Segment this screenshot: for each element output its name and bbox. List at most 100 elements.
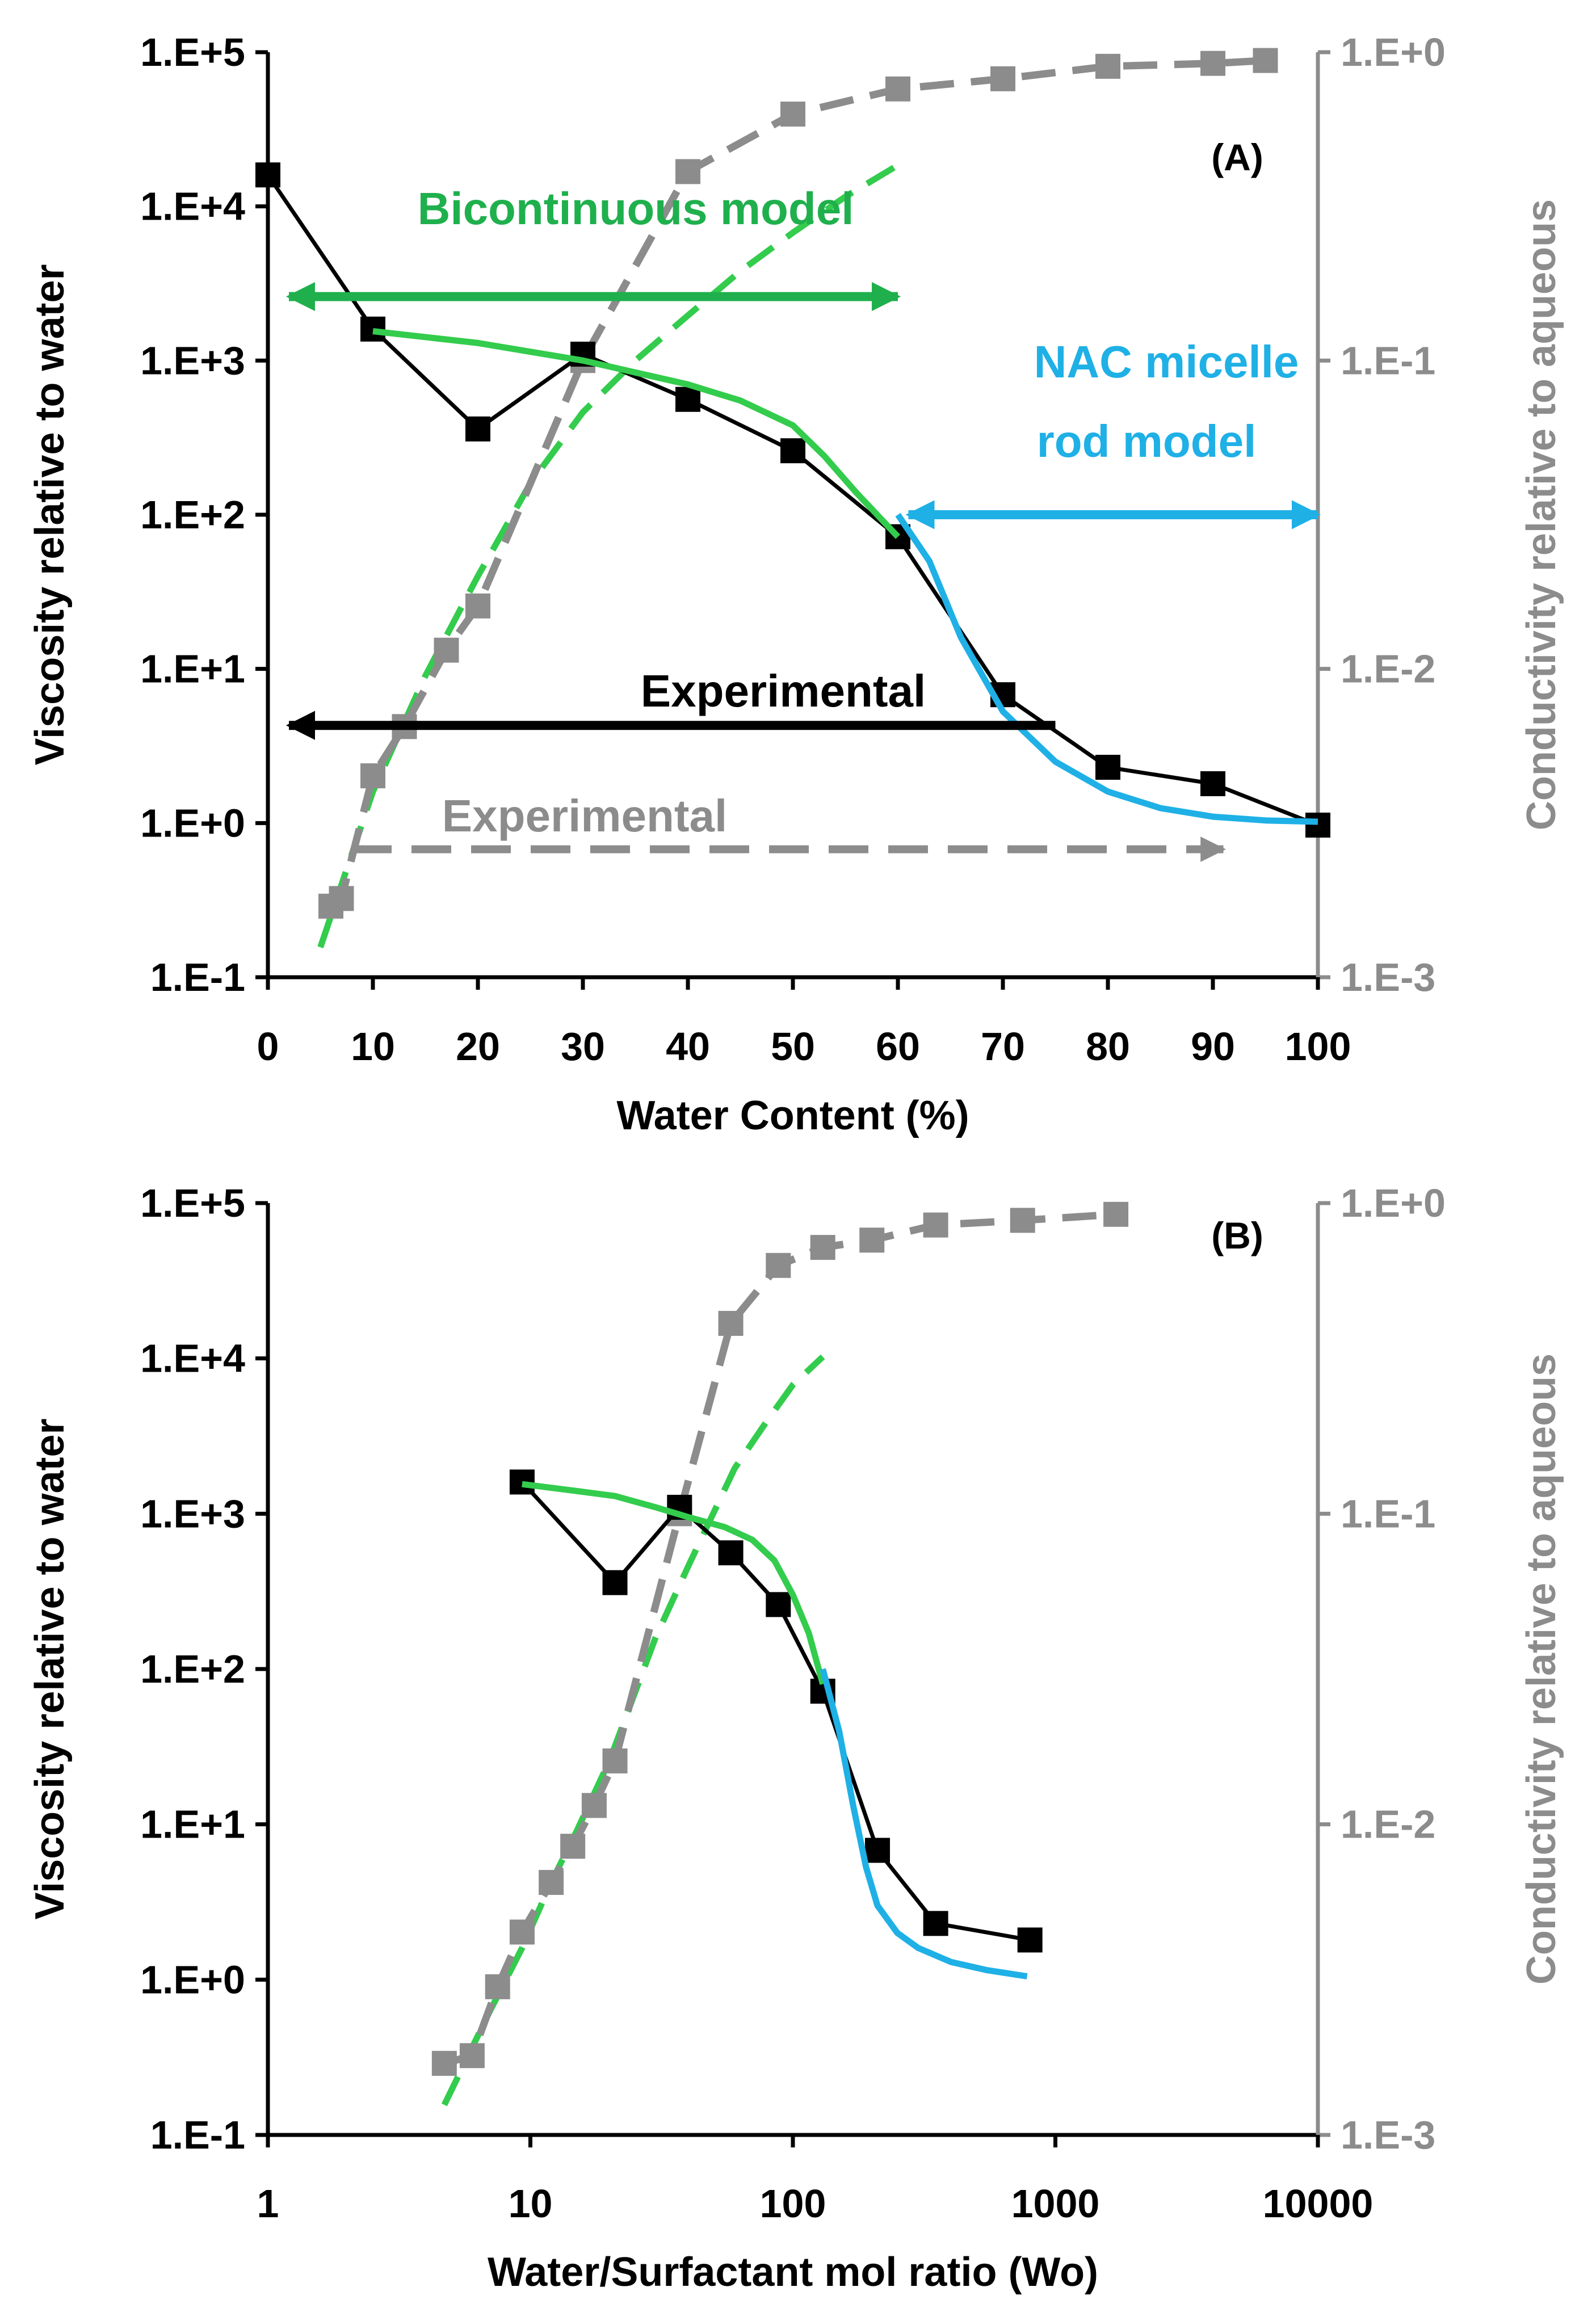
- y-axis-label: Viscosity relative to water: [27, 264, 73, 765]
- conductivity_exp-point: [885, 76, 910, 102]
- y-axis-label: Viscosity relative to water: [27, 1418, 73, 1919]
- y2-tick-label: 1.E-3: [1341, 955, 1435, 999]
- conductivity_exp-point: [675, 159, 700, 184]
- x-tick-label: 10000: [1263, 2181, 1374, 2226]
- y2-tick-label: 1.E-2: [1341, 647, 1435, 691]
- y-tick-label: 1.E+4: [140, 184, 245, 229]
- viscosity_exp-point: [675, 386, 700, 412]
- conductivity_exp-point: [1103, 1201, 1129, 1227]
- annotation-label: Bicontinuous model: [418, 183, 854, 234]
- conductivity_exp-point: [718, 1310, 744, 1336]
- y-tick-label: 1.E+5: [140, 30, 245, 74]
- y-tick-label: 1.E-1: [150, 2113, 245, 2157]
- x-axis-label: Water Content (%): [616, 1093, 969, 1138]
- conductivity_exp-point: [1253, 48, 1278, 73]
- conductivity_exp-point: [329, 886, 354, 911]
- annotation-label: Experimental: [641, 666, 926, 716]
- x-tick-label: 0: [257, 1024, 279, 1069]
- x-tick-label: 1: [257, 2181, 279, 2226]
- y2-tick-label: 1.E-2: [1341, 1802, 1435, 1847]
- conductivity_exp-point: [1010, 1208, 1035, 1233]
- x-tick-label: 80: [1086, 1024, 1130, 1069]
- conductivity_exp-point: [810, 1235, 835, 1260]
- y-tick-label: 1.E-1: [150, 955, 245, 999]
- conductivity_exp-point: [581, 1793, 607, 1818]
- x-tick-label: 90: [1191, 1024, 1235, 1069]
- conductivity_exp-point: [990, 66, 1015, 91]
- bicontinuous_conductivity-line: [317, 162, 900, 949]
- y-tick-label: 1.E+0: [140, 801, 245, 845]
- x-tick-label: 1000: [1011, 2181, 1100, 2226]
- viscosity_exp-point: [1305, 812, 1330, 838]
- conductivity_exp-point: [1095, 53, 1120, 79]
- conductivity_exp-point: [539, 1870, 564, 1895]
- conductivity_exp-line: [329, 57, 1266, 910]
- y2-tick-label: 1.E-3: [1341, 2113, 1435, 2157]
- conductivity_exp-line: [443, 1210, 1116, 2067]
- rod_viscosity-line: [895, 512, 1318, 825]
- viscosity_exp-point: [465, 416, 490, 442]
- x-tick-label: 10: [509, 2181, 553, 2226]
- bicontinuous_viscosity-line: [522, 1481, 826, 1685]
- viscosity_exp-point: [766, 1592, 791, 1617]
- y2-tick-label: 1.E+0: [1341, 30, 1446, 74]
- conductivity_exp-point: [360, 763, 385, 789]
- y-tick-label: 1.E+0: [140, 1957, 245, 2002]
- viscosity_exp-point: [602, 1570, 628, 1595]
- panel-label: (B): [1211, 1214, 1263, 1256]
- conductivity_exp-point: [509, 1919, 535, 1945]
- panel-b: 1.E-1 1.E+0 1.E+1 1.E+2 1.E+3 1.E+4 1.E+5 1.E-3…: [27, 1181, 1564, 2295]
- conductivity_exp-point: [431, 2050, 457, 2076]
- panel-a: 1.E-1 1.E+0 1.E+1 1.E+2 1.E+3 1.E+4 1.E+5 1.E-3…: [27, 30, 1564, 1138]
- x-tick-label: 60: [876, 1024, 920, 1069]
- conductivity_exp-point: [602, 1748, 628, 1773]
- annotation-label: rod model: [1037, 416, 1257, 466]
- y-tick-label: 1.E+1: [140, 647, 245, 691]
- annotation-label: NAC micelle: [1034, 337, 1299, 387]
- conductivity_exp-point: [1200, 51, 1225, 76]
- y-tick-label: 1.E+3: [140, 338, 245, 382]
- rod_viscosity-line: [820, 1668, 1028, 1979]
- y-tick-label: 1.E+4: [140, 1336, 245, 1381]
- x-tick-label: 100: [760, 2181, 826, 2226]
- x-tick-label: 30: [561, 1024, 605, 1069]
- viscosity_exp-point: [865, 1838, 891, 1863]
- conductivity_exp-point: [923, 1212, 948, 1238]
- conductivity_exp-point: [459, 2043, 485, 2069]
- x-tick-label: 70: [981, 1024, 1025, 1069]
- y-tick-label: 1.E+2: [140, 493, 245, 537]
- bicontinuous_viscosity-line: [372, 328, 901, 539]
- x-axis-label: Water/Surfactant mol ratio (Wo): [488, 2250, 1098, 2295]
- conductivity_exp-point: [434, 637, 459, 663]
- x-tick-label: 10: [351, 1024, 395, 1069]
- y-tick-label: 1.E+2: [140, 1647, 245, 1691]
- y2-axis-label: Conductivity relative to aqueous: [1519, 1353, 1564, 1985]
- viscosity_exp-point: [1200, 771, 1225, 796]
- x-tick-label: 50: [771, 1024, 815, 1069]
- viscosity_exp-line: [520, 1481, 1031, 1942]
- viscosity_exp-point: [1095, 755, 1120, 780]
- x-tick-label: 20: [456, 1024, 500, 1069]
- y2-tick-label: 1.E-1: [1341, 1491, 1435, 1536]
- viscosity_exp-point: [718, 1540, 744, 1566]
- viscosity_exp-point: [923, 1911, 948, 1936]
- viscosity_exp-point: [509, 1469, 535, 1495]
- viscosity_exp-point: [255, 162, 280, 188]
- conductivity_exp-point: [766, 1252, 791, 1278]
- x-tick-label: 40: [666, 1024, 710, 1069]
- conductivity_exp-point: [485, 1974, 510, 1999]
- y-tick-label: 1.E+5: [140, 1181, 245, 1225]
- y2-tick-label: 1.E-1: [1341, 338, 1435, 382]
- x-tick-label: 100: [1285, 1024, 1351, 1069]
- panel-label: (A): [1211, 136, 1263, 178]
- y-tick-label: 1.E+1: [140, 1802, 245, 1847]
- conductivity_exp-point: [560, 1834, 586, 1859]
- annotation-label: Experimental: [442, 791, 727, 841]
- y2-axis-label: Conductivity relative to aqueous: [1519, 199, 1564, 830]
- y-tick-label: 1.E+3: [140, 1491, 245, 1536]
- y2-tick-label: 1.E+0: [1341, 1181, 1446, 1225]
- conductivity_exp-point: [859, 1228, 885, 1253]
- conductivity_exp-point: [465, 593, 490, 619]
- viscosity_exp-point: [1017, 1927, 1043, 1953]
